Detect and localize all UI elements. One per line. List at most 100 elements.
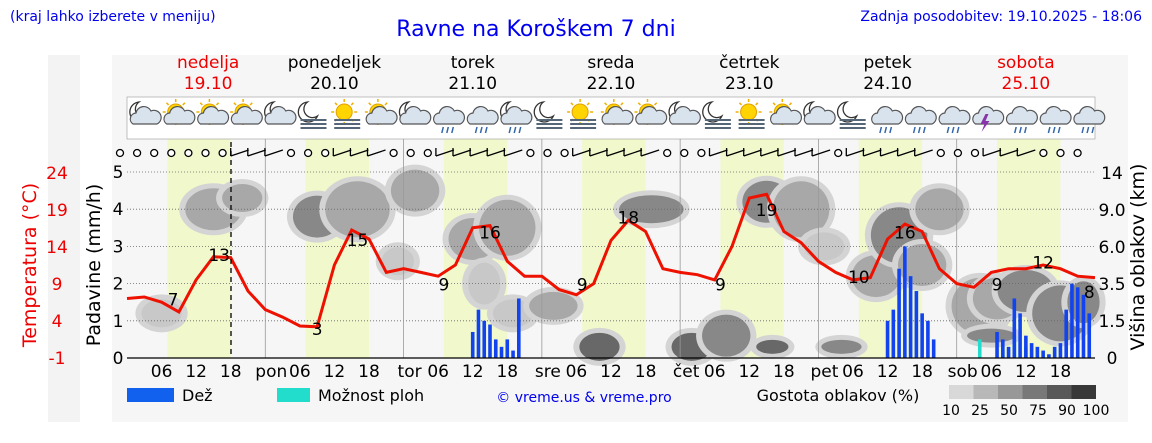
cloud-density-area <box>492 299 534 328</box>
rain-bar <box>897 268 901 358</box>
cloud-height-tick: 9.0 <box>1098 201 1125 221</box>
temperature-label: 15 <box>347 231 369 251</box>
cloud-rain-icon <box>466 105 499 134</box>
rain-bar <box>891 309 896 358</box>
hour-tick: 12 <box>1015 362 1037 382</box>
cloud-density-area <box>619 195 684 224</box>
density-step-label: 100 <box>1083 403 1110 419</box>
sun-cloud-icon <box>230 99 263 125</box>
density-step-label: 90 <box>1058 403 1076 419</box>
cloud-density-area <box>804 232 845 261</box>
hour-tick: 06 <box>842 362 864 382</box>
rain-bar <box>926 320 930 358</box>
wind-barb <box>230 149 249 157</box>
wind-barb <box>469 149 489 157</box>
day-date: 24.10 <box>863 74 912 94</box>
credit-link[interactable]: © vreme.us & vreme.pro <box>496 390 671 406</box>
cloud-height-axis-label: Višina oblakov (km) <box>1127 164 1149 351</box>
cloud-rain-icon <box>904 105 937 134</box>
cloud-rain-icon <box>1005 105 1038 134</box>
density-step-label: 75 <box>1029 403 1047 419</box>
moon-cloud-icon <box>264 101 297 125</box>
hour-tick: 18 <box>496 362 518 382</box>
temperature-line <box>126 192 1096 329</box>
sun-fog-icon <box>735 99 765 129</box>
temperature-label: 16 <box>894 224 916 244</box>
calm-wind-circle <box>303 148 313 158</box>
calm-wind-circle <box>406 148 415 158</box>
rain-bar <box>470 331 475 358</box>
rain-bar <box>493 339 498 358</box>
hour-tick: 12 <box>324 362 346 382</box>
hour-tick: 18 <box>635 362 657 382</box>
calm-wind-circle <box>1073 148 1082 158</box>
rain-bar <box>1081 294 1086 358</box>
wind-barb <box>333 149 352 157</box>
hour-tick: 18 <box>911 362 933 382</box>
wind-barb <box>367 149 386 157</box>
day-name: četrtek <box>719 53 780 73</box>
hour-tick: 12 <box>877 362 899 382</box>
calm-wind-circle <box>321 148 330 158</box>
cloud-density-area <box>390 169 440 212</box>
page-title: Ravne na Koroškem 7 dni <box>396 17 675 42</box>
rain-bar <box>1070 283 1074 358</box>
rain-bar <box>1064 309 1068 358</box>
rain-bar <box>1012 298 1017 358</box>
sun-fog-icon <box>567 99 597 129</box>
precipitation-tick: 0 <box>113 349 124 369</box>
rain-bar <box>505 339 510 358</box>
temperature-label: 13 <box>208 246 230 266</box>
rain-bar <box>885 320 890 358</box>
temperature-label: 3 <box>312 320 323 340</box>
cloud-height-tick: 1.5 <box>1098 312 1125 332</box>
sun-cloud-icon <box>600 99 634 125</box>
calm-wind-circle <box>1039 148 1048 158</box>
day-abbrev-tick: sob <box>948 362 978 382</box>
moon-fog-icon <box>533 101 563 129</box>
hour-tick: 18 <box>358 362 380 382</box>
moon-cloud-icon <box>398 101 432 125</box>
calm-wind-circle <box>680 148 689 158</box>
calm-wind-circle <box>115 148 125 158</box>
day-date: 22.10 <box>587 74 636 94</box>
update-time: Zadnja posodobitev: 19.10.2025 - 18:06 <box>860 9 1142 25</box>
precipitation-tick: 1 <box>113 312 124 332</box>
moon-cloud-icon <box>803 101 836 125</box>
sun-cloud-icon <box>634 99 668 125</box>
left-panel <box>48 55 80 422</box>
day-date: 20.10 <box>310 74 359 94</box>
precipitation-tick: 4 <box>113 200 124 220</box>
calm-wind-circle <box>167 148 176 158</box>
cloud-density-area <box>222 184 263 213</box>
density-swatch <box>1047 385 1072 399</box>
calm-wind-circle <box>526 148 535 158</box>
legend-rain-label: Dež <box>182 386 213 405</box>
cloud-density-area <box>325 181 390 238</box>
day-date: 21.10 <box>448 74 497 94</box>
legend-showers-swatch <box>277 388 310 402</box>
cloud-density-area <box>915 188 964 231</box>
cloud-density-area <box>756 339 789 354</box>
rain-bar <box>1029 343 1034 358</box>
calm-wind-circle <box>218 148 227 158</box>
cloud-density-area <box>821 339 862 354</box>
day-name: sreda <box>587 53 634 73</box>
density-swatch <box>1022 385 1047 399</box>
rain-bar <box>1018 313 1022 358</box>
legend-rain-swatch <box>127 388 174 402</box>
rain-bar <box>931 339 936 358</box>
wind-barb <box>794 149 814 157</box>
calm-wind-circle <box>184 148 193 158</box>
legend-showers-label: Možnost ploh <box>318 386 424 405</box>
cloud-height-tick: 14 <box>1101 164 1123 184</box>
rain-bar <box>482 320 487 358</box>
wind-barb <box>452 149 472 157</box>
rain-bar <box>511 350 515 358</box>
calm-wind-circle <box>953 148 963 158</box>
density-swatch <box>973 385 998 399</box>
rain-bar <box>517 298 521 358</box>
hour-tick: 18 <box>220 362 242 382</box>
rain-bar <box>488 324 492 358</box>
cloud-density-area <box>702 314 751 357</box>
